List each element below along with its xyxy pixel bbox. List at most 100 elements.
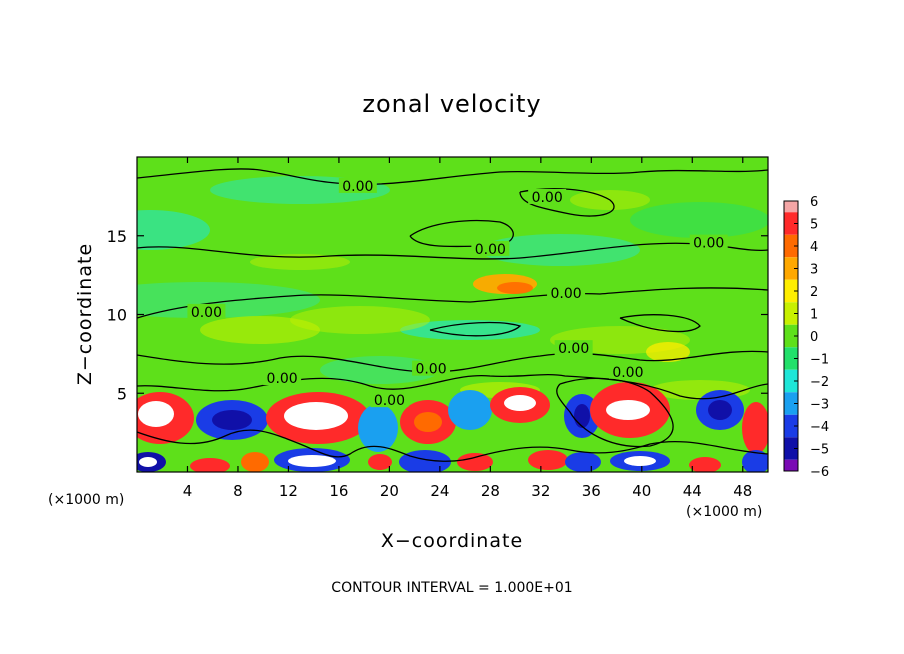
contour-label: 0.00	[374, 393, 405, 409]
field-region	[212, 410, 252, 430]
colorbar-tick-label: 2	[810, 285, 818, 300]
field-region	[448, 390, 492, 430]
y-axis-label: Z−coordinate	[74, 243, 96, 385]
field-region	[708, 400, 732, 420]
contour-label: 0.00	[532, 190, 563, 206]
x-tick-label: 36	[582, 482, 601, 500]
contour-label: 0.00	[693, 236, 724, 252]
y-tick-label: 5	[117, 384, 127, 403]
colorbar-tick-label: −1	[810, 353, 829, 368]
colorbar-segment	[784, 437, 798, 460]
x-tick-label: 40	[632, 482, 651, 500]
contour-line	[619, 314, 701, 333]
field-region	[624, 456, 656, 466]
contour-line	[137, 373, 768, 400]
colorbar-segment	[784, 347, 798, 370]
contour-label-bg	[471, 240, 510, 256]
field-region	[574, 404, 590, 428]
field-region	[200, 316, 320, 344]
contour-line	[556, 377, 674, 448]
x-tick-label: 32	[531, 482, 550, 500]
contour-line	[137, 429, 768, 462]
colorbar-segment	[784, 459, 798, 471]
contour-label-bg	[528, 188, 567, 204]
x-unit-right: (×1000 m)	[686, 504, 762, 520]
field-region	[284, 402, 348, 430]
contour-line	[137, 168, 768, 185]
field-region	[138, 401, 174, 427]
x-tick-label: 28	[481, 482, 500, 500]
contour-label-bg	[412, 360, 451, 376]
field-region	[137, 282, 320, 318]
field-region	[137, 210, 210, 250]
x-tick-label: 4	[183, 482, 193, 500]
field-region	[288, 455, 336, 467]
colorbar-tick-label: 1	[810, 308, 818, 323]
colorbar-tick-label: 6	[810, 195, 818, 210]
x-tick-label: 20	[380, 482, 399, 500]
contour-label-bg	[554, 340, 593, 356]
x-tick-label: 16	[329, 482, 348, 500]
field-region	[358, 404, 398, 452]
contour-label: 0.00	[342, 179, 373, 195]
field-region	[742, 402, 768, 454]
contour-label: 0.00	[550, 286, 581, 302]
field-region	[139, 457, 157, 467]
field-region	[190, 458, 230, 472]
contour-label-bg	[187, 303, 226, 319]
x-tick-label: 44	[683, 482, 702, 500]
field-region	[646, 342, 690, 362]
field-region	[497, 282, 533, 294]
field-region	[689, 457, 721, 472]
field-region	[320, 356, 440, 384]
colorbar-tick-label: −3	[810, 398, 829, 413]
colorbar-tick-label: −5	[810, 443, 829, 458]
field-region	[742, 450, 768, 472]
colorbar-segment	[784, 369, 798, 393]
contour-label-bg	[263, 370, 302, 386]
contour-label-bg	[608, 363, 647, 379]
contour-line	[137, 287, 768, 319]
field-region	[241, 452, 269, 472]
field-region	[399, 450, 451, 472]
colorbar-segment	[784, 201, 798, 213]
contour-label: 0.00	[191, 305, 222, 321]
colorbar: 6 5 4 3 2 1 0 −1 −2 −3 −4 −5 −6	[783, 195, 829, 480]
field-region	[250, 254, 350, 270]
contour-line	[137, 350, 768, 373]
contour-label: 0.00	[612, 365, 643, 381]
contour-label: 0.00	[267, 371, 298, 387]
contour-interval-note: CONTOUR INTERVAL = 1.000E+01	[331, 580, 572, 596]
colorbar-tick-label: −4	[810, 420, 829, 435]
colorbar-segment	[784, 392, 798, 415]
colorbar-segment	[784, 414, 798, 438]
x-axis-label: X−coordinate	[381, 530, 523, 552]
x-tick-label: 48	[733, 482, 752, 500]
x-tick-label: 12	[279, 482, 298, 500]
x-unit-left: (×1000 m)	[48, 492, 124, 508]
contour-label-bg	[338, 177, 377, 193]
contour-label-bg	[547, 285, 586, 301]
y-tick-label: 10	[107, 306, 127, 325]
colorbar-tick-label: −2	[810, 375, 829, 390]
colorbar-segment	[784, 257, 798, 280]
colorbar-segment	[784, 324, 798, 348]
field-region	[414, 412, 442, 432]
contour-label: 0.00	[558, 341, 589, 357]
contour-label-bg	[370, 392, 409, 408]
colorbar-segment	[784, 212, 798, 235]
field-region	[368, 454, 392, 470]
colorbar-tick-label: 3	[810, 263, 818, 278]
contour-label: 0.00	[415, 362, 446, 378]
colorbar-segment	[784, 302, 798, 325]
field-region	[504, 395, 536, 411]
contour-line	[429, 321, 522, 337]
colorbar-segment	[784, 279, 798, 303]
colorbar-tick-label: 0	[810, 330, 818, 345]
x-tick-label: 8	[233, 482, 243, 500]
contour-label-bg	[689, 234, 728, 250]
contour-label: 0.00	[475, 242, 506, 258]
contour-line	[409, 219, 514, 248]
